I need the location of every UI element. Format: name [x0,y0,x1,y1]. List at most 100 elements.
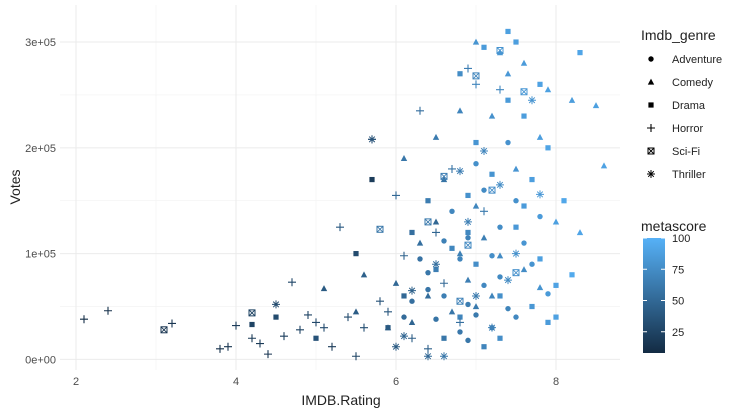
minor-gridlines [60,5,620,370]
data-point-drama [457,71,463,77]
data-point-horror [416,106,424,115]
data-point-drama [505,28,511,35]
data-point-adventure [425,269,431,276]
data-point-thriller [480,147,488,155]
data-point-horror [104,306,112,315]
data-point-comedy [480,234,488,241]
data-point-drama [401,293,407,299]
data-point-horror [464,64,472,73]
data-point-adventure [473,312,479,318]
data-point-thriller [432,260,440,269]
data-point-sci-fi [248,309,256,317]
data-point-drama [409,229,415,236]
data-point-comedy [472,303,480,310]
data-point-comedy [432,218,440,225]
legend-label-thriller: Thriller [672,169,706,181]
data-point-comedy [520,59,528,66]
data-point-horror [336,223,344,232]
data-point-comedy [504,70,512,77]
data-point-drama [569,272,575,278]
legend-key-sci-fi [647,147,655,155]
data-point-comedy [456,250,464,257]
data-point-comedy [352,308,360,315]
y-axis-ticks: 0e+00 1e+05 2e+05 3e+05 [25,37,56,366]
data-point-drama [521,113,527,119]
data-point-adventure [441,293,447,299]
data-point-sci-fi [456,297,464,305]
data-point-sci-fi [488,186,496,194]
data-point-thriller [440,352,448,361]
colorbar-tick-label: 75 [672,264,684,276]
data-point-horror [232,321,240,330]
y-tick-label: 1e+05 [25,249,56,261]
x-tick-label: 6 [393,376,399,388]
data-point-adventure [465,337,471,344]
data-point-drama [481,344,487,350]
data-point-sci-fi [472,72,480,80]
data-point-adventure [513,198,519,204]
x-tick-label: 2 [73,376,79,388]
data-point-adventure [449,208,455,215]
legend-key-drama [648,102,654,108]
data-point-horror [304,310,312,319]
data-point-adventure [537,213,543,220]
data-point-sci-fi [520,88,528,96]
data-point-comedy [520,266,528,273]
color-legend: metascore 25 50 75 100 [641,218,707,353]
data-point-comedy [432,133,440,140]
data-point-drama [561,198,567,204]
data-point-horror [408,334,416,343]
x-axis-ticks: 2 4 6 8 [73,376,559,388]
colorbar [643,238,665,353]
plot-panel [60,5,620,370]
data-point-comedy [416,239,424,246]
data-point-comedy [320,285,328,292]
data-point-thriller [456,167,464,176]
data-point-drama [433,266,439,273]
major-gridlines [60,5,620,370]
data-point-horror [440,279,448,288]
data-point-comedy [464,276,472,283]
data-point-horror [224,342,232,351]
data-point-drama [513,39,519,45]
data-point-comedy [568,96,576,103]
data-point-drama [505,97,511,103]
data-point-drama [497,335,503,341]
x-tick-label: 8 [553,376,559,388]
data-point-drama [529,176,535,183]
data-point-drama [473,139,479,146]
shape-legend-title: Imdb_genre [641,27,716,43]
data-point-drama [553,314,559,320]
colorbar-tick-label: 50 [672,296,684,308]
colorbar-tick-label: 25 [672,327,684,339]
data-point-horror [472,80,480,89]
data-point-adventure [417,256,423,262]
data-point-adventure [457,256,463,262]
data-point-horror [328,342,336,351]
data-point-comedy [456,107,464,114]
legend-label-horror: Horror [672,123,704,135]
legend-key-horror [647,124,655,132]
data-point-adventure [481,282,487,289]
data-point-sci-fi [160,326,168,334]
data-point-horror [496,85,504,94]
data-point-adventure [521,240,527,246]
data-point-comedy [408,318,416,325]
plot-background [60,5,620,370]
data-point-horror [352,352,360,361]
data-point-comedy [392,279,400,286]
data-point-comedy [496,252,504,259]
data-point-drama [529,303,535,310]
data-point-drama [553,282,559,288]
data-point-adventure [425,286,431,293]
data-point-drama [249,321,255,328]
data-point-adventure [433,316,439,322]
data-point-horror [248,334,256,343]
data-point-drama [577,50,583,56]
data-point-drama [537,256,543,262]
colorbar-tick-label: 100 [672,233,690,245]
data-point-thriller [400,332,408,341]
data-point-adventure [465,235,471,241]
data-point-adventure [489,253,495,259]
